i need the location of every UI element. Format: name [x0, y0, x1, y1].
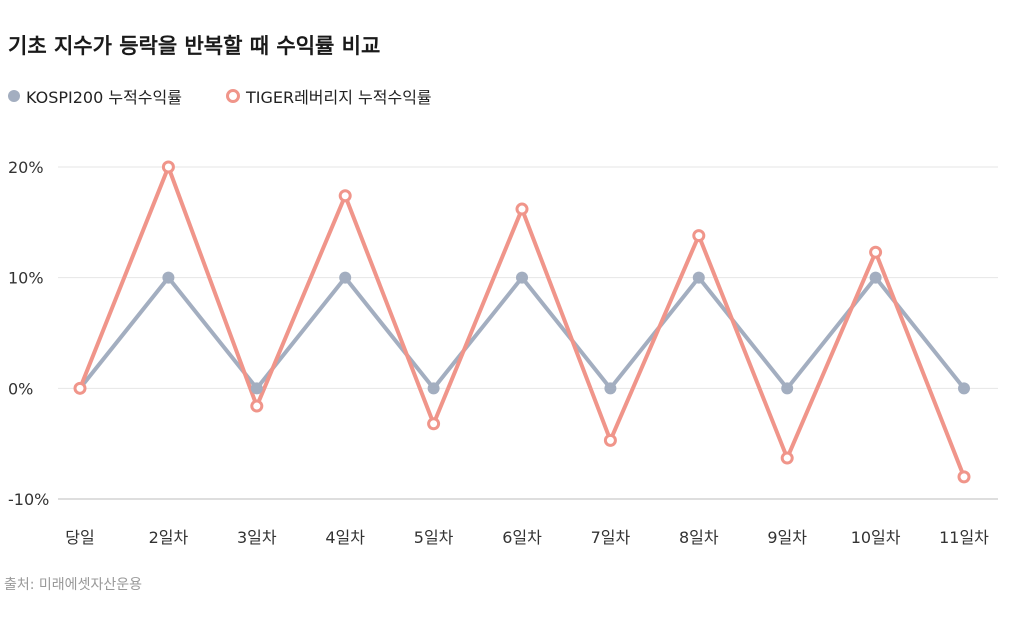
data-point-kospi — [604, 382, 617, 395]
legend-label-tiger: TIGER레버리지 누적수익률 — [245, 88, 432, 107]
legend-label-kospi: KOSPI200 누적수익률 — [26, 88, 182, 107]
chart-title: 기초 지수가 등락을 반복할 때 수익률 비교 — [8, 34, 381, 58]
legend-swatch-tiger — [225, 89, 240, 103]
x-tick-label: 4일차 — [325, 528, 365, 547]
x-tick-label: 6일차 — [502, 528, 542, 547]
x-tick-label: 8일차 — [679, 528, 719, 547]
data-point-tiger — [780, 451, 794, 465]
x-tick-label: 3일차 — [237, 528, 277, 547]
y-tick-label: 10% — [8, 269, 44, 288]
data-point-tiger — [957, 470, 971, 484]
x-tick-label: 5일차 — [414, 528, 454, 547]
x-tick-label: 11일차 — [939, 528, 989, 547]
data-point-kospi — [869, 271, 882, 284]
data-point-tiger — [338, 189, 352, 203]
data-point-kospi — [250, 382, 263, 395]
data-point-tiger — [515, 202, 529, 216]
data-point-tiger — [73, 381, 87, 395]
data-point-kospi — [516, 271, 528, 284]
data-point-kospi — [339, 271, 352, 284]
data-point-tiger — [869, 245, 883, 259]
legend: KOSPI200 누적수익률 TIGER레버리지 누적수익률 — [8, 84, 476, 108]
y-tick-label: 20% — [8, 158, 44, 177]
x-tick-label: 9일차 — [767, 528, 807, 547]
legend-item-tiger: TIGER레버리지 누적수익률 — [225, 84, 432, 108]
x-tick-label: 2일차 — [149, 528, 189, 547]
y-tick-label: 0% — [8, 379, 33, 398]
x-tick-label: 10일차 — [851, 528, 901, 547]
y-tick-label: -10% — [8, 490, 49, 509]
series-line-kospi — [78, 275, 966, 391]
x-tick-label: 당일 — [65, 528, 94, 547]
data-point-kospi — [692, 271, 705, 284]
data-point-kospi — [781, 382, 794, 395]
x-tick-label: 7일차 — [591, 528, 631, 547]
data-point-tiger — [603, 433, 617, 447]
legend-swatch-kospi — [8, 90, 20, 102]
data-point-kospi — [427, 382, 440, 395]
data-point-tiger — [250, 399, 264, 413]
data-point-tiger — [427, 417, 441, 431]
data-point-tiger — [161, 160, 175, 174]
data-point-kospi — [958, 382, 970, 395]
data-point-tiger — [692, 229, 706, 243]
legend-item-kospi: KOSPI200 누적수익률 — [8, 84, 182, 108]
data-point-kospi — [162, 271, 175, 284]
source-note: 출처: 미래에셋자산운용 — [4, 577, 142, 593]
